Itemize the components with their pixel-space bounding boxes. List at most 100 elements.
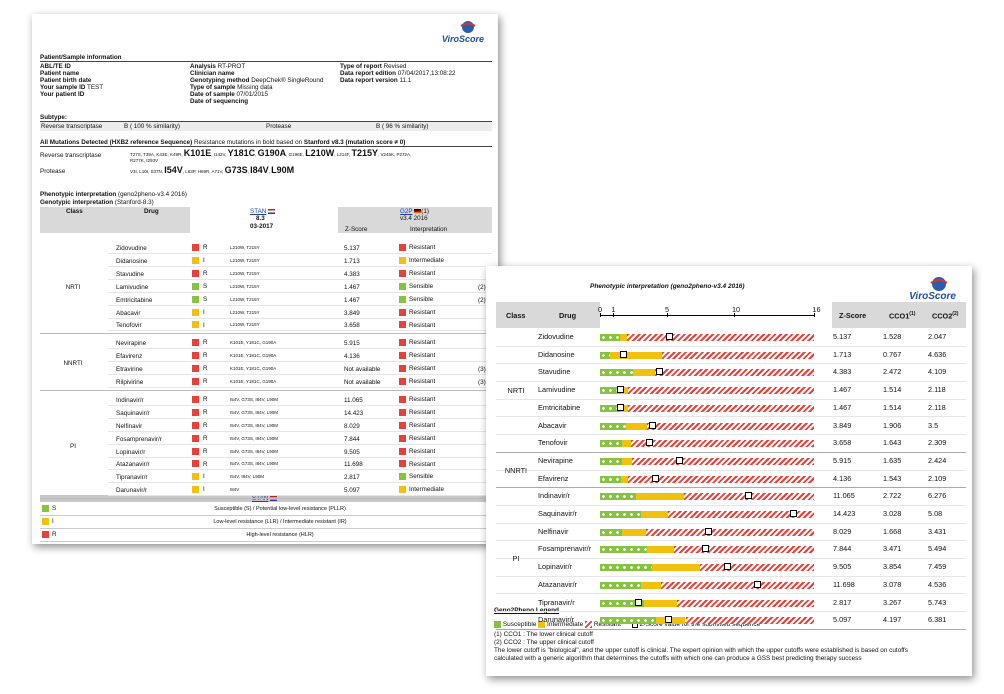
interp-color-swatch [399,295,406,303]
stan-code: I [192,256,205,264]
footnote-ref: (3) [478,366,486,374]
stan-mutations: I54V, G73S, I84V, L90M [230,422,278,428]
axis-tick [814,313,816,317]
table-row: Didanosine I L210W, T215Y 1.713 Intermediate [40,255,492,267]
header-cco2: CCO2(2) [932,311,959,321]
table-row: Emtricitabine 1.467 1.514 2.118 [496,399,966,418]
stan-mutations: K101E, Y181C, G190A [230,366,277,372]
z-score: 1.713 [344,257,360,265]
interp-label: Resistant [409,244,436,252]
stan-code: R [192,378,208,385]
stan-code-letter: R [203,434,208,442]
cco2-value: 4.636 [928,349,947,359]
susceptible-segment [600,599,644,607]
zscore-marker [665,616,673,624]
table-row: Stavudine R L210W, T215Y 4.383 Resistant [40,268,492,280]
stan-code: S [192,295,207,303]
g2p-link[interactable]: G2P [400,208,413,215]
legend-text: High-level resistance (HLR) [246,532,314,538]
stan-link[interactable]: STAN [250,208,267,215]
resistance-bar [600,510,820,518]
stan-mutations: L210W, T215Y [230,245,260,250]
resistant-segment [655,369,815,377]
intermediate-segment [610,351,663,359]
stan-color-swatch [192,339,199,347]
z-score: 5.137 [833,332,852,341]
resistant-segment [673,546,815,554]
stan-code: R [192,460,208,468]
resistance-bar [600,492,820,501]
susceptible-segment [600,511,641,518]
drug-name: Stavudine [538,367,571,377]
note-cco1: (1) CCO1 : The lower clinical cutoff [494,631,593,638]
cco2-value: 6.381 [928,615,947,625]
axis-tick-label: 1 [611,305,616,314]
mutation: , [255,152,258,157]
logo-globe-icon [460,21,476,33]
cco1-value: 4.197 [883,615,902,625]
drug-name: Indinavir/r [116,396,144,404]
stan-code-letter: I [203,321,205,329]
resistant-segment [646,422,815,430]
field-label: Your patient ID [40,91,85,98]
table-row: Efavirenz 4.136 1.543 2.109 [496,470,966,489]
cco2-value: 3.5 [928,420,939,430]
subtype-row: Reverse transcriptase B ( 100 % similari… [40,122,492,131]
table-row: Rilpivirine R K101E, Y181C, G190A Not avail… [40,376,492,388]
zscore-marker [616,386,624,394]
zscore-marker [724,563,732,571]
g2p-interpretation: Resistant [399,321,435,329]
cco2-value: 6.276 [928,491,947,501]
resistance-bar [600,474,820,483]
field-label: ABL/TE ID [40,63,71,70]
stan-color-swatch [192,308,199,316]
z-score: 8.029 [344,422,360,430]
legend-row: R High-level resistance (HLR) [40,529,492,542]
cco1-value: 1.528 [883,332,902,341]
resistance-bar [600,616,820,625]
stan-mutations: I54V, G73S, I84V, L90M [230,461,278,467]
z-score: 5.097 [344,487,360,495]
stan-mutations: L210W, T215Y [230,309,260,315]
z-score: 8.029 [833,526,852,536]
stan-code: R [192,421,208,429]
stan-date: 03-2017 [250,223,274,230]
drug-name: Abacavir [538,420,567,430]
interp-label: Resistant [409,447,436,455]
legend-swatch [42,518,49,525]
zscore-marker [646,439,654,447]
cco1-value: 3.471 [883,544,902,554]
patient-field: Your sample ID TEST [40,84,103,91]
resistant-segment [662,351,815,359]
table-row: Abacavir I L210W, T215Y 3.849 Resistant [40,307,492,319]
z-score: 4.383 [833,367,852,377]
class-divider [496,628,966,630]
cco2-value: 3.431 [928,526,947,536]
drug-name: Efavirenz [538,473,569,483]
table-row: Lamivudine S L210W, T215Y 1.467 Sensible (2) [40,281,492,293]
stan-color-swatch [192,282,199,290]
row-divider [108,387,492,388]
resistant-segment [645,528,815,536]
note-cutoffs-2: calculated with a generic algorithm that… [494,655,862,662]
cco2-value: 4.109 [928,367,947,377]
resistance-bar [600,333,820,341]
resistant-segment [676,599,815,607]
legend-row: S Susceptible (S) / Potential low-level r… [40,503,492,516]
table-row: Lopinavir/r 9.505 3.854 7.459 [496,558,966,577]
resistance-mutation: L210W [305,148,335,158]
mutation: , [268,169,272,174]
class-divider [40,498,492,500]
table-row: Saquinavir/r R I54V, G73S, I84V, L90M 14.42… [40,407,492,419]
cco1-value: 1.514 [883,402,902,412]
interp-color-swatch [399,365,406,373]
patient-field: Genotyping method DeepChek® SingleRound [190,77,323,84]
g2p-interpretation: Resistant [399,421,435,429]
row-divider [108,361,492,363]
zscore-marker [704,527,712,535]
note-cutoffs-1: The lower cutoff is "biological", and th… [494,647,908,654]
resistance-bar [600,527,820,536]
axis-line [600,315,815,316]
table-row: Tipranavir/r 2.817 3.267 5.743 [496,594,966,613]
stan-code-letter: R [203,460,208,468]
